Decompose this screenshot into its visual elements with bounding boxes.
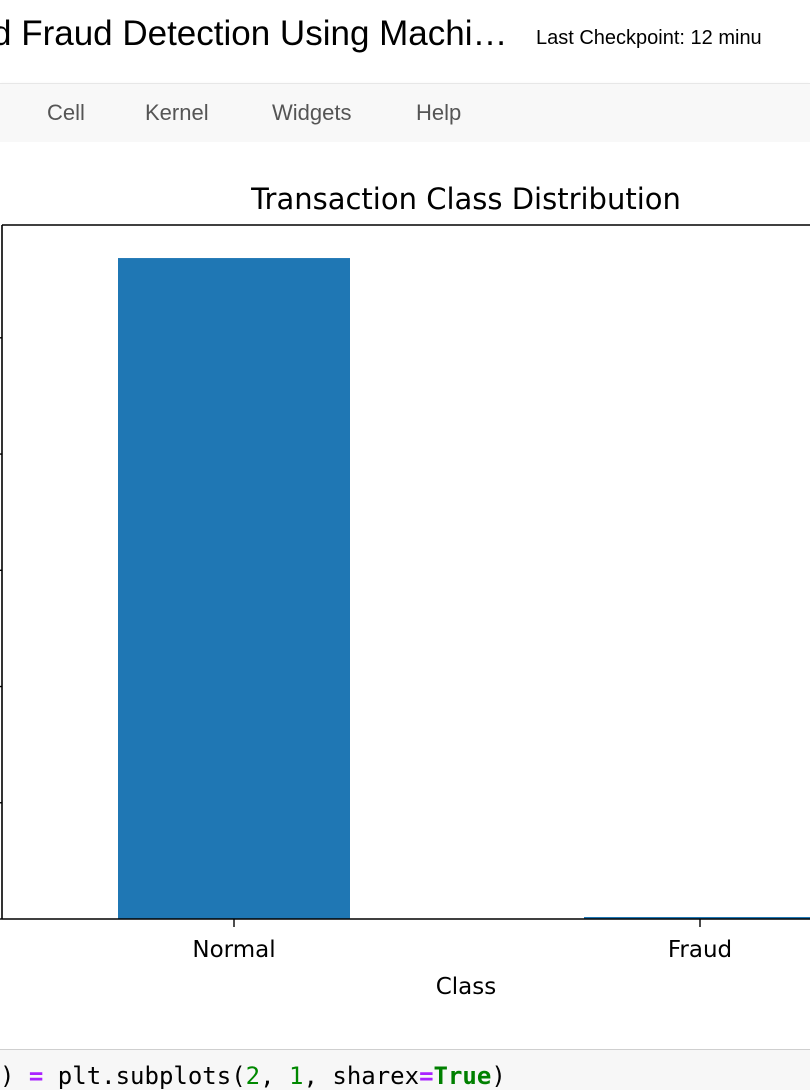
code-token: = bbox=[419, 1062, 434, 1090]
notebook-title[interactable]: d Fraud Detection Using Machi… bbox=[0, 14, 508, 53]
code-token: , sharex bbox=[303, 1062, 420, 1090]
x-tick-label: Normal bbox=[192, 937, 275, 963]
code-token: ) bbox=[0, 1062, 29, 1090]
bar-fraud bbox=[584, 917, 810, 919]
menu-cell[interactable]: Cell bbox=[47, 100, 85, 125]
menu-kernel[interactable]: Kernel bbox=[145, 100, 209, 125]
code-token: 2 bbox=[245, 1062, 261, 1090]
x-tick-label: Fraud bbox=[668, 937, 732, 963]
bar-chart: Transaction Class Distribution Normal Frau… bbox=[0, 182, 810, 1000]
code-token: True bbox=[433, 1062, 492, 1090]
code-token: = bbox=[28, 1062, 44, 1090]
menu-bar: Cell Kernel Widgets Help bbox=[0, 83, 810, 143]
notebook-header: d Fraud Detection Using Machi… Last Chec… bbox=[0, 0, 810, 82]
code-token: 1 bbox=[289, 1062, 304, 1090]
code-token: ) bbox=[491, 1062, 506, 1090]
code-line: ) = plt.subplots(2, 1, sharex=True) bbox=[0, 1062, 506, 1090]
checkpoint-status: Last Checkpoint: 12 minu bbox=[536, 27, 762, 49]
code-cell[interactable]: ) = plt.subplots(2, 1, sharex=True) bbox=[0, 1049, 810, 1090]
menu-help[interactable]: Help bbox=[416, 100, 462, 125]
bar-normal bbox=[118, 258, 350, 919]
code-token: plt.subplots( bbox=[43, 1062, 246, 1090]
menu-widgets[interactable]: Widgets bbox=[272, 100, 352, 125]
code-token: , bbox=[260, 1062, 290, 1090]
x-axis-label: Class bbox=[436, 974, 497, 1000]
output-area: Transaction Class Distribution Normal Frau… bbox=[0, 142, 810, 1047]
chart-title: Transaction Class Distribution bbox=[250, 182, 681, 216]
